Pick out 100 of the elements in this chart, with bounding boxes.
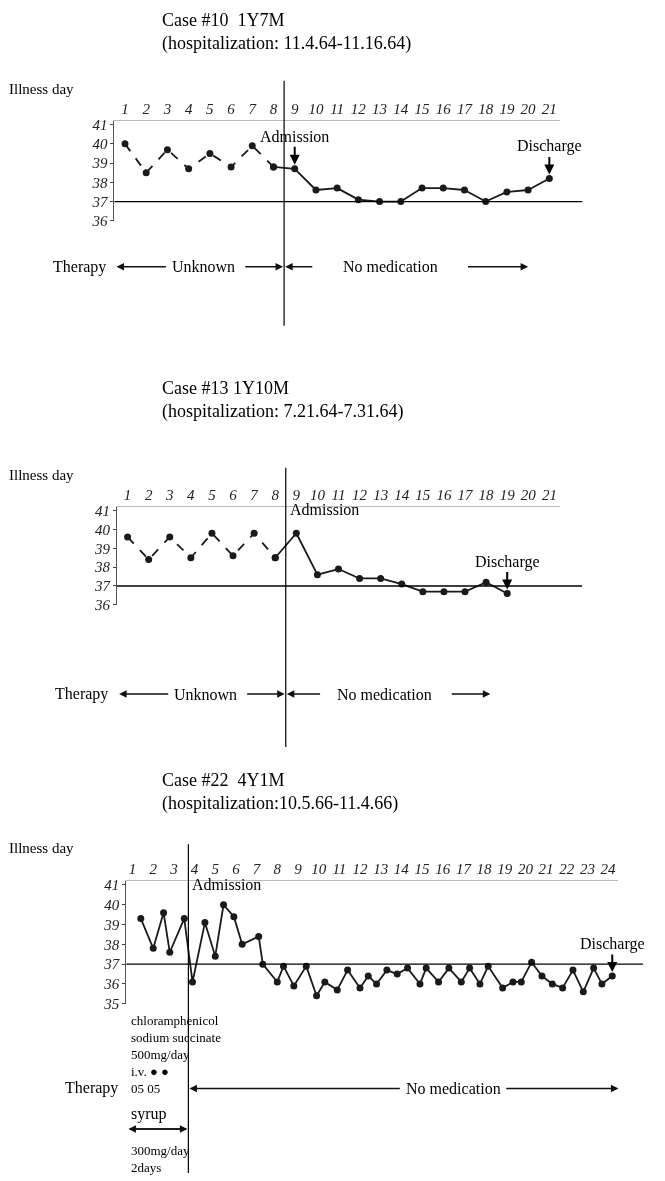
point xyxy=(163,146,171,154)
text: syrup xyxy=(131,1105,167,1123)
point xyxy=(121,140,129,148)
text: No medication xyxy=(406,1080,501,1097)
point xyxy=(208,529,216,537)
point xyxy=(145,556,153,564)
point xyxy=(482,578,490,586)
point xyxy=(290,982,298,990)
point xyxy=(499,984,507,992)
point xyxy=(189,978,197,986)
point xyxy=(569,966,577,974)
x-tick-label: 9 xyxy=(292,486,301,503)
y-tick-label: 36 xyxy=(103,976,120,993)
point xyxy=(229,552,237,560)
y-tick-label: 40 xyxy=(92,136,108,153)
point xyxy=(149,944,157,952)
x-tick-label: 5 xyxy=(206,100,215,117)
point xyxy=(503,188,511,196)
point xyxy=(419,588,427,596)
x-tick-label: 10 xyxy=(309,486,326,503)
point xyxy=(291,165,299,173)
x-tick-label: 7 xyxy=(248,100,258,117)
x-tick-label: 21 xyxy=(541,486,557,503)
x-tick-label: 13 xyxy=(373,486,389,503)
x-tick-label: 4 xyxy=(190,861,199,877)
x-tick-label: 18 xyxy=(476,861,493,877)
point xyxy=(211,952,219,960)
x-tick-label: 15 xyxy=(414,100,431,117)
point xyxy=(160,909,168,917)
point xyxy=(373,980,381,988)
point xyxy=(255,932,263,940)
x-tick-label: 16 xyxy=(436,486,452,503)
x-tick-label: 11 xyxy=(332,861,347,877)
x-tick-label: 4 xyxy=(187,486,196,503)
x-tick-label: 8 xyxy=(269,100,278,117)
x-tick-label: 6 xyxy=(232,861,241,877)
point xyxy=(590,964,598,972)
annotation: Discharge xyxy=(580,935,645,953)
y-tick-label: 36 xyxy=(94,597,111,614)
y-tick-label: 40 xyxy=(95,521,111,538)
x-tick-label: 22 xyxy=(559,861,575,877)
x-tick-label: 21 xyxy=(538,861,554,877)
y-tick-label: 38 xyxy=(94,559,111,576)
x-tick-label: 3 xyxy=(162,100,172,117)
chart-title: Case #13 1Y10M xyxy=(162,378,289,398)
x-tick-label: 17 xyxy=(457,486,475,503)
x-tick-label: 3 xyxy=(169,861,178,877)
x-tick-label: 4 xyxy=(184,100,193,117)
x-tick-label: 14 xyxy=(393,861,410,877)
point xyxy=(250,529,258,537)
point xyxy=(356,984,364,992)
point xyxy=(321,978,329,986)
point xyxy=(292,529,300,537)
x-tick-label: 6 xyxy=(227,100,236,117)
x-tick-label: 19 xyxy=(499,100,515,117)
point xyxy=(137,915,145,923)
y-tick-label: 38 xyxy=(91,174,108,191)
x-tick-label: 17 xyxy=(456,100,474,117)
point xyxy=(333,986,341,994)
x-tick-label: 11 xyxy=(331,486,346,503)
text: Unknown xyxy=(174,686,238,703)
chart-title: Case #22 4Y1M xyxy=(162,770,285,790)
x-tick-label: 9 xyxy=(294,861,303,877)
x-tick-label: 3 xyxy=(165,486,174,503)
x-tick-label: 16 xyxy=(435,861,451,877)
point xyxy=(180,915,188,923)
x-tick-label: 19 xyxy=(497,861,513,877)
text: No medication xyxy=(343,258,438,275)
x-tick-label: 13 xyxy=(373,861,389,877)
x-tick-label: 20 xyxy=(520,100,537,117)
point xyxy=(220,901,228,909)
x-tick-label: 15 xyxy=(415,486,431,503)
point xyxy=(344,966,352,974)
x-tick-label: 1 xyxy=(123,486,132,503)
point xyxy=(461,588,469,596)
point xyxy=(439,184,447,192)
point xyxy=(142,169,150,177)
point xyxy=(230,913,238,921)
point xyxy=(538,972,546,980)
x-tick-label: 6 xyxy=(229,486,238,503)
point xyxy=(227,163,235,171)
point xyxy=(185,165,193,173)
x-tick-label: 17 xyxy=(455,861,473,877)
point xyxy=(248,142,256,150)
point xyxy=(545,174,553,182)
point xyxy=(509,978,517,986)
x-tick-label: 5 xyxy=(208,486,217,503)
y-tick-label: 39 xyxy=(91,155,108,172)
point xyxy=(393,970,401,978)
point xyxy=(124,533,132,541)
point xyxy=(457,978,465,986)
x-tick-label: 16 xyxy=(435,100,452,117)
x-tick-label: 8 xyxy=(273,861,282,877)
annotation: Discharge xyxy=(475,553,540,571)
x-axis-title: Illness day xyxy=(9,840,75,856)
x-axis-title: Illness day xyxy=(9,81,75,97)
x-axis-title: Illness day xyxy=(9,467,75,483)
x-tick-label: 14 xyxy=(393,100,409,117)
point xyxy=(440,588,448,596)
y-tick-label: 37 xyxy=(103,956,121,973)
